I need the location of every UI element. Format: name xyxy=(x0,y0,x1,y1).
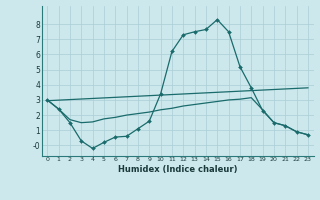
X-axis label: Humidex (Indice chaleur): Humidex (Indice chaleur) xyxy=(118,165,237,174)
